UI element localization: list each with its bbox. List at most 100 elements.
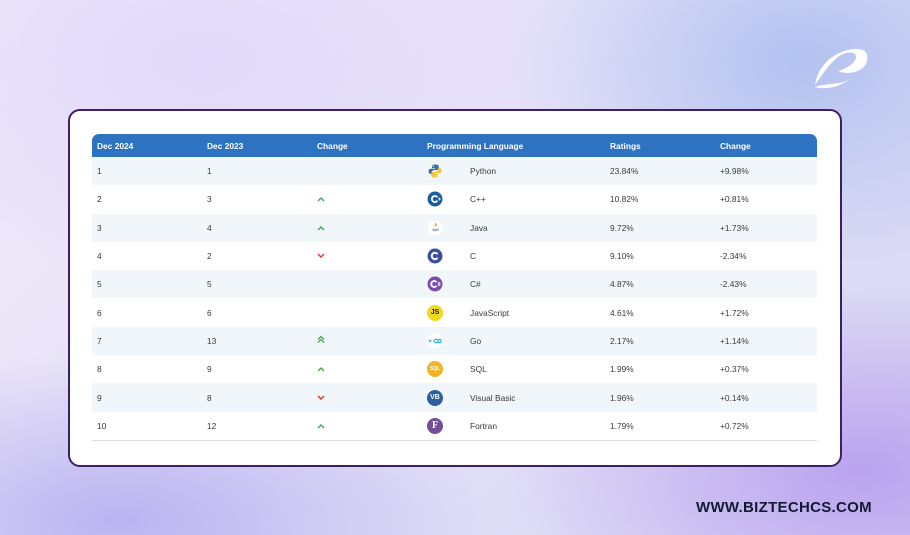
rating-cell: 23.84%	[610, 166, 639, 177]
header-ratings: Ratings	[610, 140, 641, 151]
language-cell: VB Visual Basic	[422, 389, 605, 406]
language-name: C++	[470, 194, 486, 205]
previous-rank-cell: 8	[207, 392, 212, 403]
rank-cell: 2	[97, 194, 102, 205]
rating-change-cell: +0.14%	[720, 392, 749, 403]
sql-icon: SQL	[427, 361, 443, 378]
rating-change-cell: +1.14%	[720, 335, 749, 346]
rating-cell: 1.96%	[610, 392, 634, 403]
arrow-up-icon	[317, 223, 325, 233]
table-row: 8 9 SQL SQL 1.99% +0.37%	[92, 355, 817, 384]
language-cell: SQL SQL	[422, 361, 605, 378]
header-change: Change	[317, 140, 348, 151]
language-name: Python	[470, 166, 497, 177]
rank-cell: 1	[97, 166, 102, 177]
rating-cell: 1.79%	[610, 420, 634, 431]
double-arrow-up-icon	[317, 336, 325, 346]
rank-cell: 10	[97, 420, 107, 431]
rating-cell: 9.72%	[610, 222, 634, 233]
arrow-up-icon	[317, 421, 325, 431]
rating-cell: 4.87%	[610, 279, 634, 290]
arrow-down-icon	[317, 251, 325, 261]
table-row: 6 6 JS JavaScript 4.61% +1.72%	[92, 298, 817, 327]
table-row: 1 1 Python 23.84% +9.98%	[92, 157, 817, 186]
rating-change-cell: -2.34%	[720, 251, 747, 262]
rank-cell: 8	[97, 364, 102, 375]
go-icon	[427, 333, 443, 349]
language-name: C	[470, 251, 477, 262]
previous-rank-cell: 12	[207, 420, 217, 431]
website-url: WWW.BIZTECHCS.COM	[696, 499, 872, 516]
table-header: Dec 2024 Dec 2023 Change Programming Lan…	[92, 134, 817, 157]
language-name: Java	[470, 222, 488, 233]
rating-cell: 4.61%	[610, 307, 634, 318]
trend-cell	[312, 251, 422, 261]
javascript-icon: JS	[427, 304, 443, 321]
previous-rank-cell: 6	[207, 307, 212, 318]
language-name: C#	[470, 279, 481, 290]
rating-change-cell: +0.72%	[720, 420, 749, 431]
table-row: 4 2 C 9.10% -2.34%	[92, 241, 817, 271]
rating-change-cell: +1.72%	[720, 307, 749, 318]
ranking-card: Dec 2024 Dec 2023 Change Programming Lan…	[68, 109, 842, 467]
language-cell: Go	[422, 333, 605, 349]
arrow-up-icon	[317, 364, 325, 374]
arrow-down-icon	[317, 393, 325, 403]
header-programming-language: Programming Language	[427, 140, 524, 151]
rating-cell: 9.10%	[610, 251, 634, 262]
rank-cell: 6	[97, 307, 102, 318]
header-dec-2024: Dec 2024	[97, 140, 134, 151]
rank-cell: 4	[97, 251, 102, 262]
previous-rank-cell: 1	[207, 166, 212, 177]
rank-cell: 3	[97, 222, 102, 233]
trend-cell	[312, 393, 422, 403]
rating-change-cell: +9.98%	[720, 166, 749, 177]
rating-change-cell: +0.37%	[720, 364, 749, 375]
csharp-icon	[427, 276, 443, 292]
language-name: SQL	[470, 364, 487, 375]
language-name: Visual Basic	[470, 392, 516, 403]
previous-rank-cell: 5	[207, 279, 212, 290]
rating-cell: 1.99%	[610, 364, 634, 375]
language-name: JavaScript	[470, 307, 510, 318]
language-name: Fortran	[470, 420, 497, 431]
table-row: 9 8 VB Visual Basic 1.96% +0.14%	[92, 383, 817, 412]
trend-cell	[312, 194, 422, 204]
previous-rank-cell: 9	[207, 364, 212, 375]
table-bottom-border	[92, 439, 817, 441]
trend-cell	[312, 421, 422, 431]
rating-change-cell: +1.73%	[720, 222, 749, 233]
table-row: 7 13 Go 2.17% +1.14%	[92, 326, 817, 356]
previous-rank-cell: 13	[207, 335, 217, 346]
language-cell: C++	[422, 191, 605, 207]
table-row: 5 5 C# 4.87% -2.43%	[92, 270, 817, 299]
rating-cell: 2.17%	[610, 335, 634, 346]
previous-rank-cell: 2	[207, 251, 212, 262]
previous-rank-cell: 3	[207, 194, 212, 205]
language-name: Go	[470, 335, 482, 346]
c-icon	[427, 248, 443, 264]
biztech-leaf-logo-icon	[815, 48, 868, 89]
language-cell: JS JavaScript	[422, 304, 605, 321]
language-cell: Java	[422, 220, 605, 236]
header-dec-2023: Dec 2023	[207, 140, 244, 151]
language-cell: C#	[422, 276, 605, 292]
java-icon	[427, 220, 443, 236]
trend-cell	[312, 335, 422, 346]
table-row: 2 3 C++ 10.82% +0.81%	[92, 185, 817, 214]
table-row: 3 4 Java 9.72% +1.73%	[92, 213, 817, 242]
language-cell: F Fortran	[422, 417, 605, 434]
table-body: 1 1 Python 23.84% +9.98% 2 3 C++ 10.82% +0.81% 3 4 J…	[92, 157, 817, 440]
header-ratings-change: Change	[720, 140, 751, 151]
rating-cell: 10.82%	[610, 194, 639, 205]
ranking-table: Dec 2024 Dec 2023 Change Programming Lan…	[92, 134, 817, 441]
trend-cell	[312, 223, 422, 233]
language-cell: C	[422, 248, 605, 264]
rank-cell: 5	[97, 279, 102, 290]
python-icon	[427, 163, 443, 179]
visual-basic-icon: VB	[427, 389, 443, 406]
trend-cell	[312, 364, 422, 374]
rating-change-cell: +0.81%	[720, 194, 749, 205]
cpp-icon	[427, 191, 443, 207]
rank-cell: 7	[97, 335, 102, 346]
